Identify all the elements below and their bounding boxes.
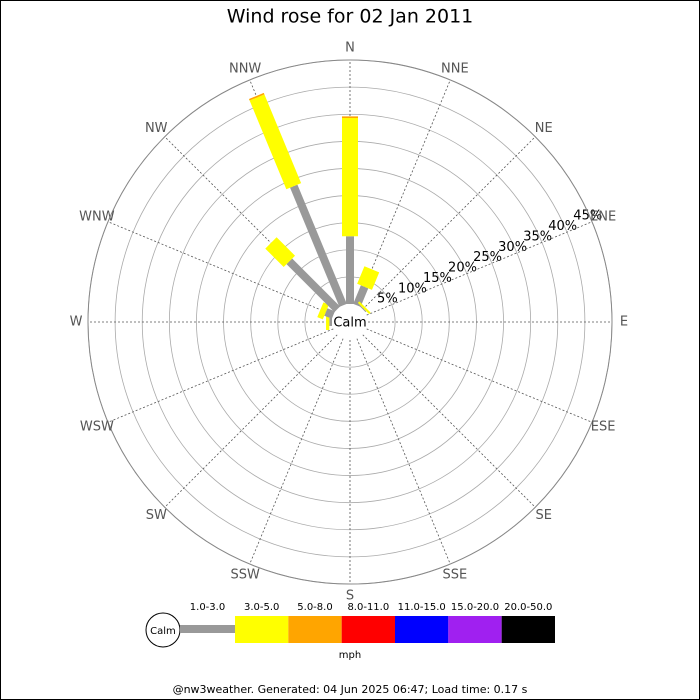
direction-label: ENE xyxy=(590,210,616,225)
r-tick-label: 10% xyxy=(398,281,427,296)
chart-title: Wind rose for 02 Jan 2011 xyxy=(227,6,474,28)
direction-label: N xyxy=(345,41,355,56)
bar-segment xyxy=(317,302,329,320)
legend-swatch xyxy=(288,616,342,643)
direction-label: SW xyxy=(146,508,167,523)
bar-segment xyxy=(249,94,302,190)
legend-label: 5.0-8.0 xyxy=(297,602,332,613)
r-tick-label: 25% xyxy=(473,250,502,265)
r-tick-label: 20% xyxy=(448,261,477,276)
bar-segment xyxy=(357,301,371,315)
spoke xyxy=(107,221,334,316)
direction-label: WSW xyxy=(80,419,114,434)
direction-label: W xyxy=(70,315,83,330)
legend-swatch xyxy=(395,616,449,643)
direction-label: E xyxy=(620,315,628,330)
legend-label: 20.0-50.0 xyxy=(504,602,552,613)
direction-label: NNE xyxy=(441,61,469,76)
spoke xyxy=(356,338,451,565)
direction-label: SSW xyxy=(230,568,260,583)
legend-label: 1.0-3.0 xyxy=(190,602,225,613)
direction-label: S xyxy=(346,589,354,604)
legend-unit: mph xyxy=(339,650,361,661)
legend-swatch xyxy=(341,616,395,643)
bar-segment xyxy=(359,305,367,313)
direction-label: SSE xyxy=(442,568,467,583)
bar-segment xyxy=(357,266,380,290)
spoke xyxy=(249,338,344,565)
direction-label: NW xyxy=(145,121,168,136)
r-tick-label: 45% xyxy=(573,209,602,224)
spoke xyxy=(362,136,536,310)
legend-label: 15.0-20.0 xyxy=(451,602,499,613)
spoke xyxy=(362,334,536,508)
direction-label: ESE xyxy=(591,419,616,434)
spoke xyxy=(356,79,451,306)
spoke xyxy=(164,334,338,508)
bar-segment xyxy=(353,285,369,307)
spoke xyxy=(366,221,593,316)
bar-segment xyxy=(248,92,265,101)
legend-swatch xyxy=(235,616,289,643)
calm-circle xyxy=(332,304,368,340)
direction-label: NNW xyxy=(229,61,261,76)
legend-swatch xyxy=(180,625,235,633)
bar-segment xyxy=(265,237,296,268)
direction-label: WNW xyxy=(79,210,115,225)
footer: @nw3weather. Generated: 04 Jun 2025 06:4… xyxy=(173,683,528,696)
legend-swatch xyxy=(448,616,502,643)
legend-swatch xyxy=(501,616,555,643)
direction-label: SE xyxy=(536,508,552,523)
r-tick-label: 30% xyxy=(498,240,527,255)
legend-label: 8.0-11.0 xyxy=(347,602,389,613)
r-tick-label: 40% xyxy=(548,219,577,234)
legend-label: 3.0-5.0 xyxy=(244,602,279,613)
r-tick-label: 5% xyxy=(377,292,398,307)
spoke xyxy=(366,328,593,423)
bar-segment xyxy=(324,308,335,319)
bar-segment xyxy=(290,184,347,307)
outer-ring xyxy=(87,59,613,585)
calm-label: Calm xyxy=(333,316,366,331)
direction-label: NE xyxy=(535,121,553,136)
spoke xyxy=(107,328,334,423)
legend-calm-label: Calm xyxy=(150,626,176,637)
r-tick-label: 35% xyxy=(523,229,552,244)
r-tick-label: 15% xyxy=(423,271,452,286)
bar-segment xyxy=(286,258,341,313)
legend-label: 11.0-15.0 xyxy=(398,602,446,613)
